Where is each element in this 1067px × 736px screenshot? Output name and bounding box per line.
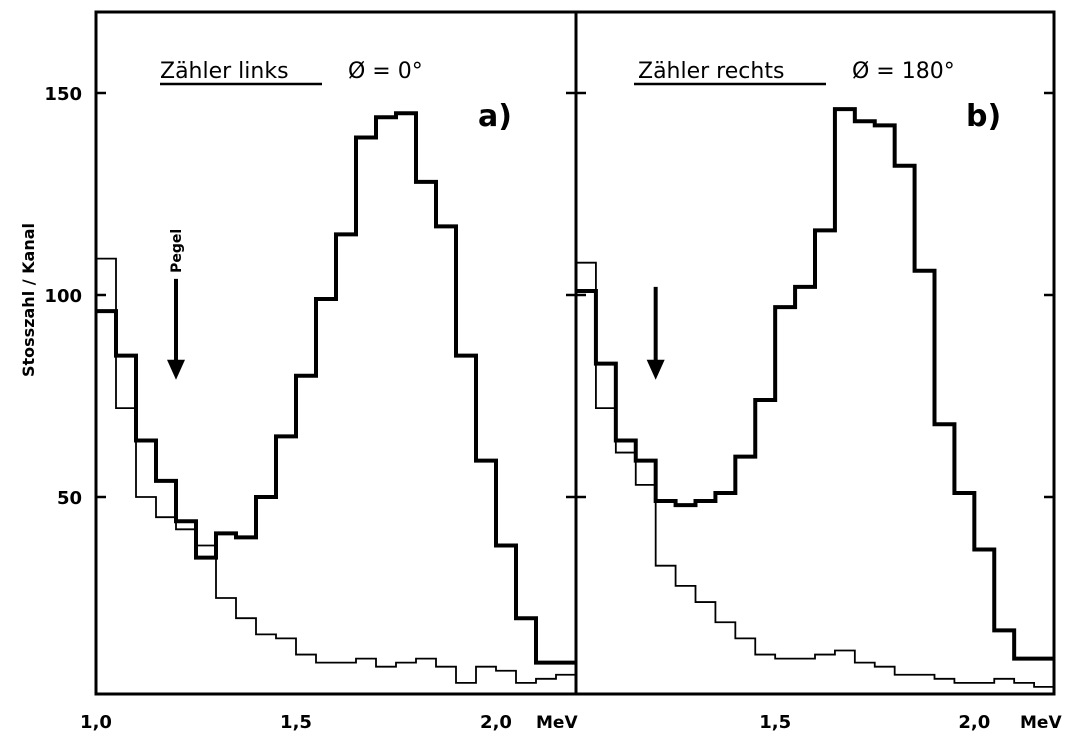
panel-a: Pegel Zähler links Ø = 0° a) [94, 10, 578, 696]
panel-a-histograms [96, 111, 576, 684]
panel-b-annotations [646, 286, 665, 380]
panel-b-frame [574, 10, 1056, 696]
arrow-label-pegel: Pegel [169, 229, 185, 273]
histogram-b-thick [576, 107, 1054, 661]
x-tick-labels: 1,0 1,5 2,0 1,5 2,0 [80, 712, 990, 733]
panel-a-angle-label: Ø = 0° [348, 59, 423, 84]
x-tick-label: 1,5 [759, 712, 791, 733]
y-tick-label: 100 [44, 286, 82, 307]
histogram-a-thin [96, 257, 576, 684]
panel-a-annotations: Pegel [167, 229, 185, 380]
panel-b-ticks [576, 91, 1054, 499]
panel-b: Zähler rechts Ø = 180° b) [574, 10, 1056, 696]
x-tick-label: 1,0 [80, 712, 112, 733]
panel-b-histograms [576, 107, 1054, 688]
x-unit-label-b: MeV [1020, 713, 1062, 733]
panel-b-title: Zähler rechts [638, 59, 784, 84]
x-tick-label: 1,5 [280, 712, 312, 733]
panel-a-ticks [96, 91, 576, 499]
x-tick-label: 2,0 [480, 712, 512, 733]
histogram-a-thick [96, 111, 576, 665]
x-tick-label: 2,0 [958, 712, 990, 733]
y-axis-label: Stosszahl / Kanal [19, 223, 38, 377]
y-tick-labels: 50 100 150 [44, 84, 82, 509]
panel-a-title: Zähler links [160, 59, 289, 84]
arrow-head-a [167, 359, 185, 380]
panel-b-letter: b) [966, 99, 1001, 134]
panel-a-letter: a) [478, 99, 512, 134]
histogram-b-thin [576, 261, 1054, 688]
arrow-head-b [646, 359, 665, 380]
panel-b-angle-label: Ø = 180° [852, 59, 955, 84]
y-tick-label: 150 [44, 84, 82, 105]
y-tick-label: 50 [57, 488, 82, 509]
x-unit-label-a: MeV [536, 713, 578, 733]
